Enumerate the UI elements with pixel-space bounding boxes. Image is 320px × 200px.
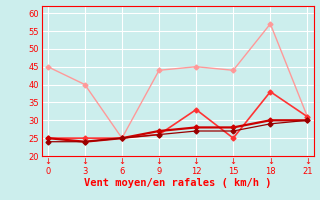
Text: ↓: ↓ xyxy=(304,157,311,166)
Text: ↓: ↓ xyxy=(118,157,125,166)
Text: ↓: ↓ xyxy=(193,157,200,166)
Text: ↓: ↓ xyxy=(267,157,274,166)
X-axis label: Vent moyen/en rafales ( km/h ): Vent moyen/en rafales ( km/h ) xyxy=(84,178,271,188)
Text: ↓: ↓ xyxy=(156,157,163,166)
Text: ↓: ↓ xyxy=(81,157,88,166)
Text: ↓: ↓ xyxy=(44,157,51,166)
Text: ↓: ↓ xyxy=(230,157,237,166)
